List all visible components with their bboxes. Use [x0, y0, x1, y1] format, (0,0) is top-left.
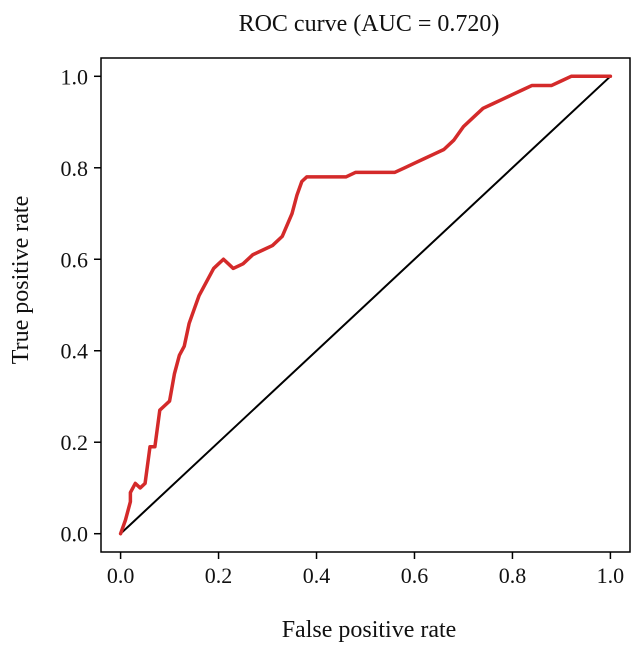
x-tick-label: 0.2	[205, 563, 233, 588]
y-tick-label: 0.6	[61, 247, 89, 272]
y-axis-ticks: 0.0 0.2 0.4 0.6 0.8 1.0	[61, 64, 101, 547]
x-tick-label: 1.0	[597, 563, 625, 588]
reference-diagonal-line	[119, 75, 612, 535]
y-tick-label: 0.2	[61, 430, 89, 455]
x-tick-label: 0.6	[401, 563, 429, 588]
y-axis-label: True positive rate	[8, 196, 34, 364]
x-axis-ticks: 0.0 0.2 0.4 0.6 0.8 1.0	[107, 552, 624, 588]
x-tick-label: 0.4	[303, 563, 331, 588]
y-tick-label: 1.0	[61, 64, 89, 89]
y-tick-label: 0.4	[61, 339, 89, 364]
plot-frame	[100, 57, 631, 553]
chart-title: ROC curve (AUC = 0.720)	[239, 11, 500, 37]
y-tick-label: 0.0	[61, 522, 89, 547]
x-axis-label: False positive rate	[282, 617, 457, 643]
roc-curve-line	[118, 74, 613, 536]
x-tick-label: 0.8	[499, 563, 527, 588]
y-tick-label: 0.8	[61, 156, 89, 181]
x-tick-label: 0.0	[107, 563, 135, 588]
